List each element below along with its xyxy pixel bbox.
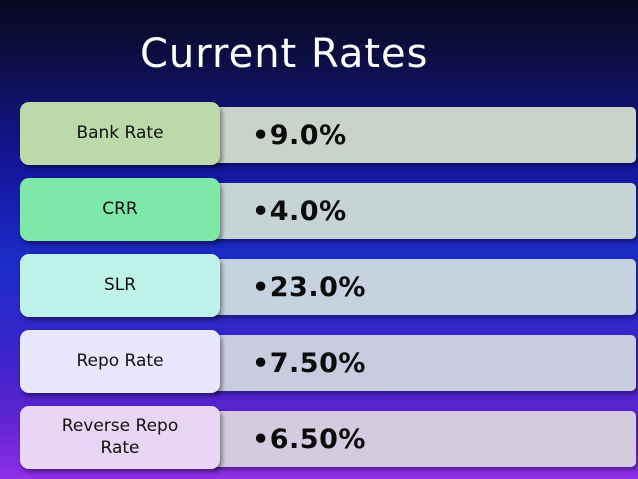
rate-value-bar: •9.0%	[210, 107, 636, 163]
rate-label: Bank Rate	[76, 122, 164, 143]
rate-label: Repo Rate	[76, 350, 164, 371]
rate-label-box: Reverse Repo Rate	[20, 406, 220, 469]
rate-value-bar: •6.50%	[210, 411, 636, 467]
rate-label-box: SLR	[20, 254, 220, 317]
rate-value: •4.0%	[252, 195, 347, 227]
rate-value: •6.50%	[252, 423, 366, 455]
slide-title: Current Rates	[140, 31, 429, 77]
rate-value-bar: •4.0%	[210, 183, 636, 239]
rate-label-box: Repo Rate	[20, 330, 220, 393]
rate-row-crr: •4.0% CRR	[20, 178, 636, 241]
rate-row-bank-rate: •9.0% Bank Rate	[20, 102, 636, 165]
rate-row-reverse-repo-rate: •6.50% Reverse Repo Rate	[20, 406, 636, 469]
rate-label: SLR	[103, 274, 137, 295]
rate-label: CRR	[102, 198, 138, 219]
rate-value: •7.50%	[252, 347, 366, 379]
rate-label-box: CRR	[20, 178, 220, 241]
rate-row-repo-rate: •7.50% Repo Rate	[20, 330, 636, 393]
rate-value: •23.0%	[252, 271, 366, 303]
rate-value-bar: •7.50%	[210, 335, 636, 391]
rate-value: •9.0%	[252, 119, 347, 151]
rate-label-box: Bank Rate	[20, 102, 220, 165]
rate-label: Reverse Repo Rate	[61, 416, 179, 458]
rate-value-bar: •23.0%	[210, 259, 636, 315]
rate-row-slr: •23.0% SLR	[20, 254, 636, 317]
